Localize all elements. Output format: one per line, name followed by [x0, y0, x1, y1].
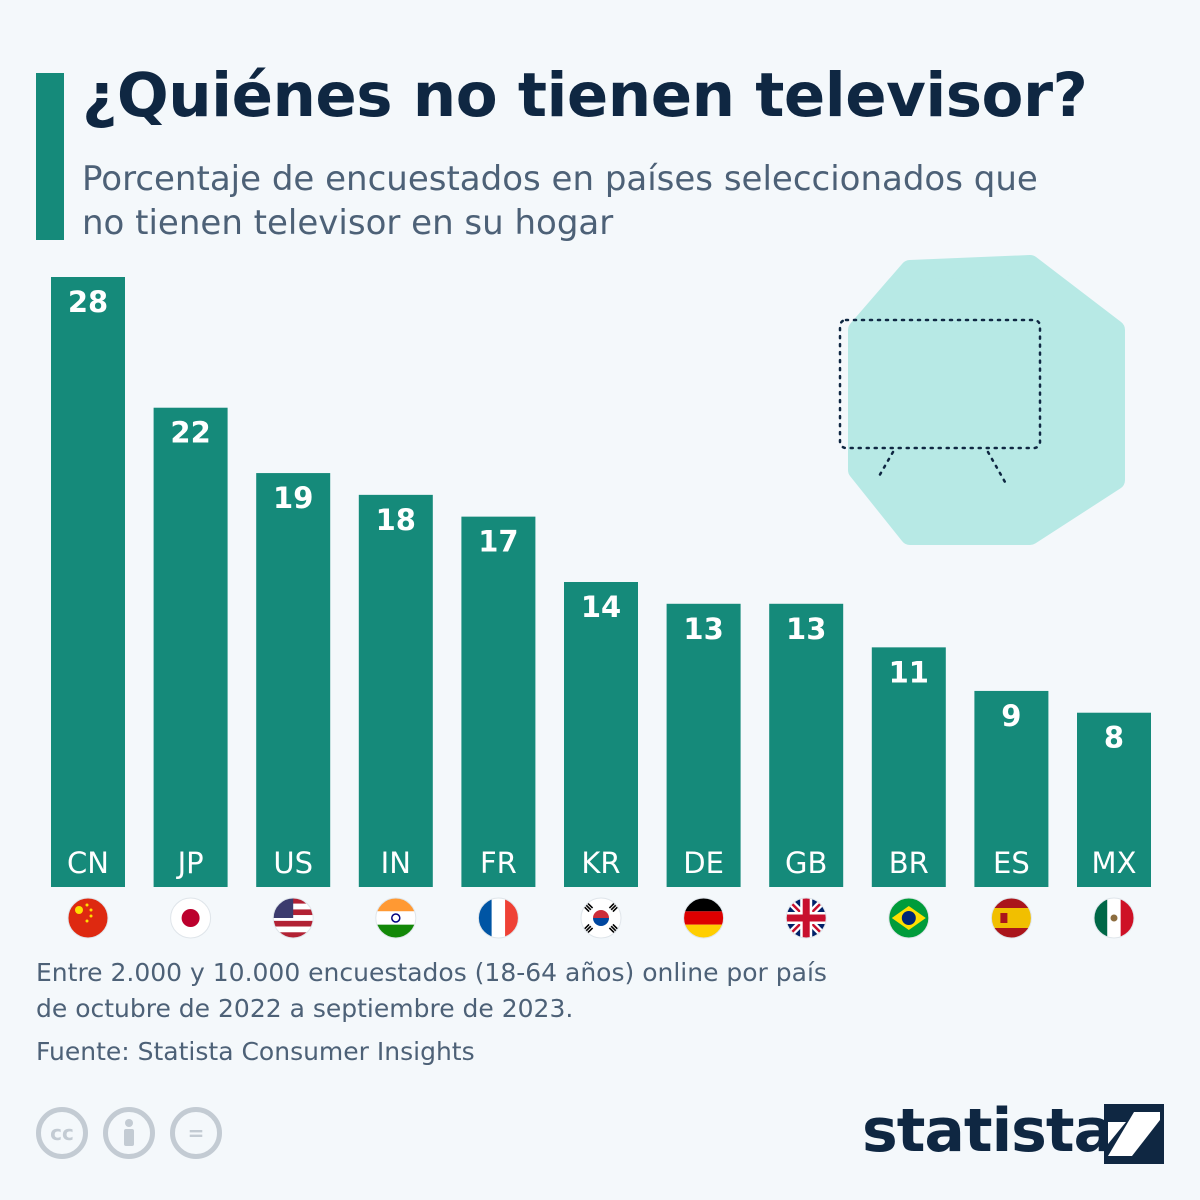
category-label: US — [273, 846, 313, 880]
flags-group — [67, 897, 1135, 939]
category-label: IN — [381, 846, 411, 880]
tv-illustration — [838, 255, 1125, 545]
bar-de — [666, 603, 741, 887]
nd-icon-text: = — [187, 1121, 205, 1145]
bar-es — [974, 690, 1049, 887]
statista-logo-icon — [1104, 1104, 1164, 1164]
flag-us-icon — [272, 897, 314, 939]
bar-value-label: 18 — [376, 503, 416, 537]
attribution-icon[interactable] — [103, 1107, 155, 1159]
category-label: JP — [176, 846, 204, 880]
bar-cn — [51, 277, 125, 887]
bar-value-label: 8 — [1104, 721, 1124, 755]
bar-value-label: 28 — [68, 285, 108, 319]
no-derivatives-icon[interactable]: = — [170, 1107, 222, 1159]
flag-fr-icon — [477, 897, 519, 939]
flag-gb-icon — [785, 897, 827, 939]
bar-gb — [769, 603, 844, 887]
bar-jp — [153, 407, 228, 887]
category-label: GB — [785, 846, 827, 880]
flag-br-icon — [888, 897, 930, 939]
bar-fr — [461, 516, 536, 887]
bar-in — [358, 494, 433, 887]
bar-chart: 28 CN 22 JP 19 US 18 IN 17 FR 14 KR 13 DE 13 GB 11 BR 9 ES 8… — [51, 255, 1151, 939]
cc-icon-text: cc — [50, 1121, 74, 1145]
bar-br — [871, 647, 946, 887]
survey-note: Entre 2.000 y 10.000 encuestados (18-64 … — [36, 958, 827, 1023]
person-glyph — [124, 1119, 134, 1146]
flag-es-icon — [990, 897, 1032, 939]
flag-kr-icon — [580, 897, 622, 939]
category-label: FR — [480, 846, 517, 880]
tv-outline-icon — [838, 318, 1042, 450]
bar-value-label: 19 — [273, 481, 313, 515]
category-label: DE — [683, 846, 724, 880]
bar-us — [256, 473, 331, 887]
page-title: ¿Quiénes no tienen televisor? — [82, 60, 1088, 131]
hexagon-decoration — [848, 255, 1125, 545]
flag-jp-icon — [170, 897, 212, 939]
bar-value-label: 13 — [683, 612, 723, 646]
page-subtitle: Porcentaje de encuestados en países sele… — [82, 159, 1038, 243]
statista-logo-text[interactable]: statista — [862, 1096, 1114, 1166]
tv-stand-icon — [876, 450, 1007, 484]
bar-value-label: 22 — [170, 416, 210, 450]
category-label: BR — [889, 846, 929, 880]
cc-icon[interactable]: cc — [36, 1107, 88, 1159]
license-icons: cc = — [36, 1107, 222, 1159]
flag-de-icon — [683, 897, 725, 939]
title-accent-bar — [36, 73, 64, 240]
source-note: Fuente: Statista Consumer Insights — [36, 1037, 475, 1066]
bar-mx — [1077, 712, 1151, 887]
flag-cn-icon — [67, 897, 109, 939]
bar-value-label: 9 — [1001, 699, 1021, 733]
category-label: ES — [993, 846, 1030, 880]
category-label: MX — [1092, 846, 1137, 880]
category-label: CN — [67, 846, 109, 880]
bar-value-label: 17 — [478, 525, 518, 559]
category-label: KR — [581, 846, 620, 880]
bar-kr — [564, 582, 638, 887]
flag-in-icon — [375, 897, 417, 939]
bars-group: 28 CN 22 JP 19 US 18 IN 17 FR 14 KR 13 DE 13 GB 11 BR 9 ES 8… — [51, 277, 1151, 887]
bar-value-label: 14 — [581, 590, 621, 624]
flag-mx-icon — [1093, 897, 1135, 939]
bar-value-label: 13 — [786, 612, 826, 646]
bar-value-label: 11 — [889, 655, 929, 689]
